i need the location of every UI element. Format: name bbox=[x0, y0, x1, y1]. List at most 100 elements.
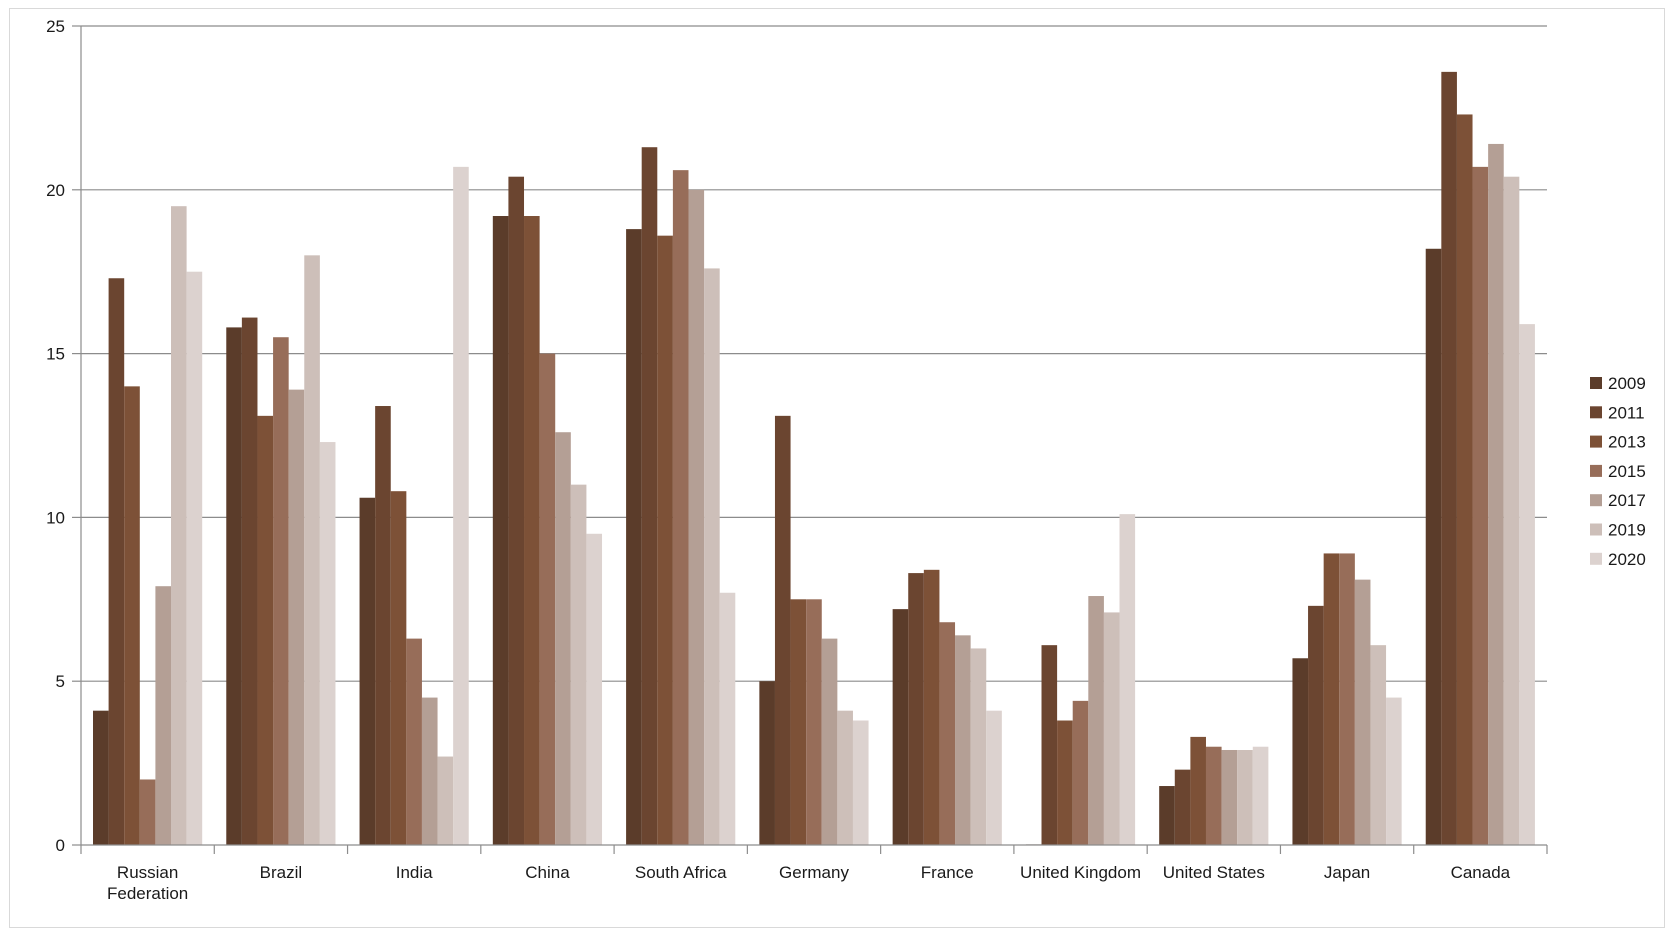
bar-2011[interactable] bbox=[508, 176, 525, 846]
bar-2011[interactable] bbox=[241, 317, 258, 846]
bar-2013[interactable] bbox=[657, 235, 673, 845]
bar-2017[interactable] bbox=[1354, 579, 1371, 845]
axes: 0 5 10 15 20 25 Russian Federation Brazil India Ch… bbox=[46, 17, 1548, 903]
bar-2009[interactable] bbox=[226, 327, 242, 846]
legend-swatch-2011[interactable] bbox=[1590, 406, 1602, 419]
bar-2019[interactable] bbox=[837, 710, 853, 845]
bar-2020[interactable] bbox=[852, 720, 869, 845]
x-tick-label: South Africa bbox=[635, 863, 727, 882]
bar-2011[interactable] bbox=[641, 147, 658, 845]
bar-2017[interactable] bbox=[688, 189, 705, 846]
bar-2019[interactable] bbox=[570, 484, 587, 845]
bar-2020[interactable] bbox=[586, 533, 603, 845]
bar-2020[interactable] bbox=[1252, 746, 1269, 845]
bar-2011[interactable] bbox=[108, 278, 125, 845]
bar-2020[interactable] bbox=[1519, 324, 1535, 846]
bar-2013[interactable] bbox=[1323, 553, 1340, 845]
bar-2015[interactable] bbox=[1205, 746, 1222, 845]
bar-2019[interactable] bbox=[704, 268, 720, 845]
legend-swatch-2020[interactable] bbox=[1590, 552, 1602, 565]
legend-swatch-2015[interactable] bbox=[1590, 464, 1602, 477]
bar-2019[interactable] bbox=[1370, 645, 1387, 845]
x-tick-label: France bbox=[921, 863, 974, 882]
bar-2015[interactable] bbox=[273, 337, 289, 845]
bar-2011[interactable] bbox=[375, 406, 391, 845]
legend-label[interactable]: 2017 bbox=[1608, 491, 1646, 510]
bar-2009[interactable] bbox=[892, 609, 909, 845]
bar-2017[interactable] bbox=[288, 389, 305, 845]
bar-2015[interactable] bbox=[406, 638, 422, 845]
legend-swatch-2013[interactable] bbox=[1590, 435, 1602, 448]
legend-swatch-2009[interactable] bbox=[1590, 377, 1602, 389]
bar-2019[interactable] bbox=[1503, 176, 1520, 846]
x-tick-label: Japan bbox=[1324, 863, 1370, 882]
bar-2011[interactable] bbox=[1041, 645, 1058, 845]
bar-2019[interactable] bbox=[1103, 612, 1120, 845]
bar-2019[interactable] bbox=[1237, 749, 1253, 845]
bar-2017[interactable] bbox=[1488, 143, 1504, 845]
bar-2017[interactable] bbox=[821, 638, 838, 845]
bar-2020[interactable] bbox=[186, 271, 203, 845]
bar-2020[interactable] bbox=[1386, 697, 1402, 845]
bar-2013[interactable] bbox=[790, 599, 807, 845]
bar-2013[interactable] bbox=[1456, 114, 1473, 845]
bar-2017[interactable] bbox=[555, 432, 571, 845]
bar-2013[interactable] bbox=[923, 569, 940, 845]
bar-2011[interactable] bbox=[908, 573, 924, 845]
bar-2013[interactable] bbox=[524, 216, 540, 845]
bar-2011[interactable] bbox=[1308, 605, 1324, 845]
x-tick-label: United States bbox=[1163, 863, 1265, 882]
bar-2009[interactable] bbox=[1292, 658, 1309, 845]
bar-2019[interactable] bbox=[437, 756, 454, 845]
bar-2020[interactable] bbox=[719, 592, 736, 845]
bar-2011[interactable] bbox=[1174, 769, 1191, 845]
bar-2015[interactable] bbox=[539, 353, 556, 845]
bar-2020[interactable] bbox=[453, 166, 469, 846]
legend[interactable]: 2009 2011 2013 2015 2017 2019 2020 bbox=[1590, 374, 1646, 569]
bar-2009[interactable] bbox=[492, 216, 509, 845]
bar-2015[interactable] bbox=[939, 622, 956, 845]
x-tick-label-line: Russian bbox=[117, 863, 178, 882]
bar-2017[interactable] bbox=[421, 697, 438, 845]
legend-label[interactable]: 2009 bbox=[1608, 374, 1646, 393]
bar-2019[interactable] bbox=[970, 648, 987, 845]
bar-2015[interactable] bbox=[1072, 700, 1089, 845]
bar-2020[interactable] bbox=[986, 710, 1002, 845]
legend-label[interactable]: 2013 bbox=[1608, 433, 1646, 452]
bar-2017[interactable] bbox=[1088, 596, 1104, 845]
bar-2013[interactable] bbox=[257, 415, 274, 845]
bar-2013[interactable] bbox=[124, 386, 140, 845]
legend-label[interactable]: 2011 bbox=[1608, 403, 1645, 422]
bar-2017[interactable] bbox=[955, 635, 971, 845]
bar-2009[interactable] bbox=[759, 681, 775, 845]
bar-2009[interactable] bbox=[93, 710, 109, 845]
legend-label[interactable]: 2020 bbox=[1608, 550, 1646, 569]
bar-2015[interactable] bbox=[672, 170, 689, 846]
y-tick-label: 0 bbox=[56, 836, 65, 855]
x-tick-label-line: Federation bbox=[107, 884, 188, 903]
bar-2013[interactable] bbox=[1057, 720, 1073, 845]
bar-2019[interactable] bbox=[304, 255, 320, 845]
bar-2013[interactable] bbox=[390, 491, 407, 845]
bar-2017[interactable] bbox=[1221, 749, 1238, 845]
legend-swatch-2019[interactable] bbox=[1590, 523, 1602, 536]
bar-2011[interactable] bbox=[774, 415, 791, 845]
bar-2009[interactable] bbox=[359, 497, 376, 845]
bar-2015[interactable] bbox=[1339, 553, 1355, 845]
bar-2020[interactable] bbox=[319, 442, 336, 845]
bar-2009[interactable] bbox=[1159, 786, 1175, 845]
bar-2013[interactable] bbox=[1190, 736, 1206, 845]
bar-2015[interactable] bbox=[806, 599, 822, 845]
bar-2015[interactable] bbox=[139, 779, 156, 845]
bar-2011[interactable] bbox=[1441, 71, 1457, 845]
legend-label[interactable]: 2015 bbox=[1608, 462, 1646, 481]
legend-swatch-2017[interactable] bbox=[1590, 494, 1602, 507]
bar-2017[interactable] bbox=[155, 586, 171, 845]
bar-2019[interactable] bbox=[171, 206, 187, 845]
bar-2009[interactable] bbox=[1425, 248, 1442, 845]
bar-2020[interactable] bbox=[1119, 514, 1136, 845]
y-tick-label: 10 bbox=[46, 508, 65, 527]
legend-label[interactable]: 2019 bbox=[1608, 521, 1646, 540]
bar-2009[interactable] bbox=[626, 229, 642, 845]
bar-2015[interactable] bbox=[1472, 166, 1489, 846]
